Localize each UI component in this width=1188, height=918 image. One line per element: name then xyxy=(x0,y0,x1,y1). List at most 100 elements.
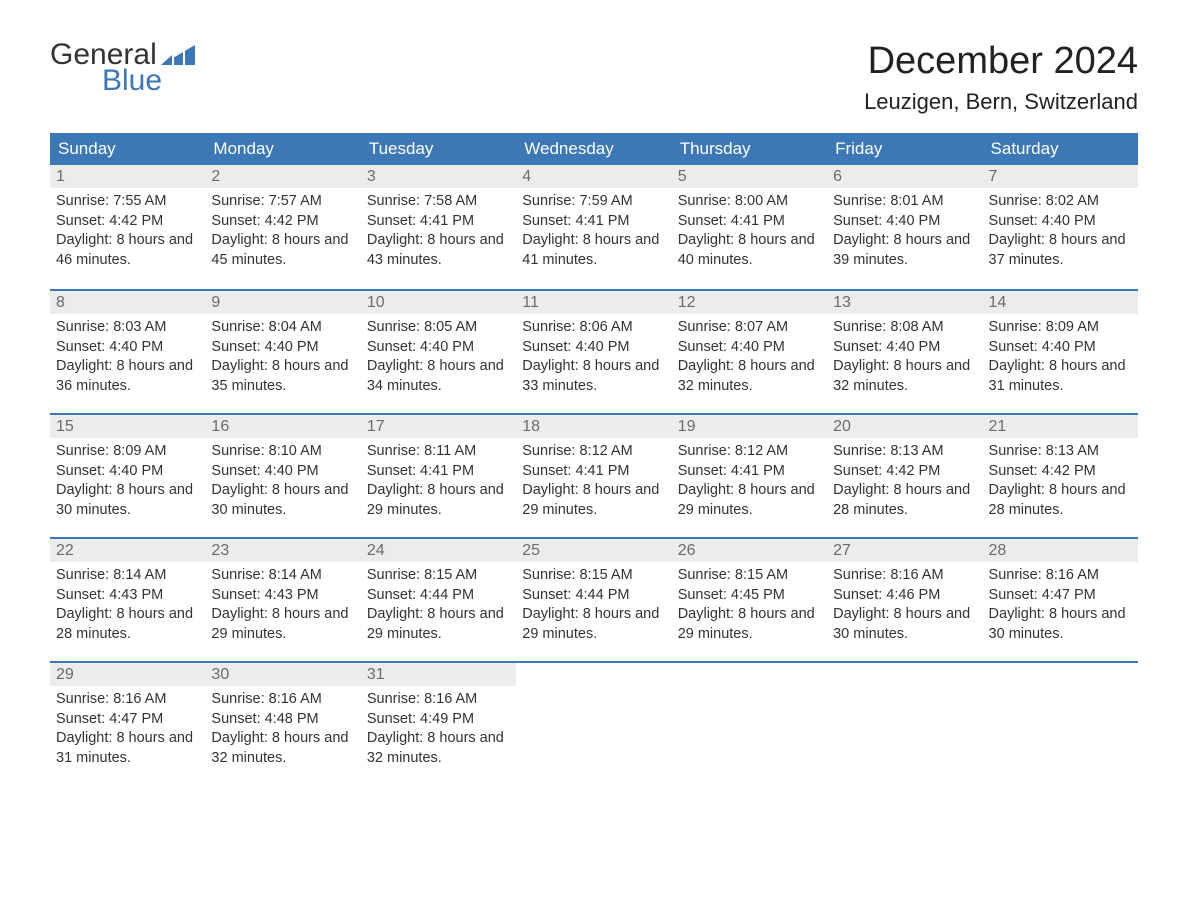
col-monday: Monday xyxy=(205,133,360,165)
day-cell: 28Sunrise: 8:16 AMSunset: 4:47 PMDayligh… xyxy=(983,539,1138,661)
day-number: 31 xyxy=(361,663,516,686)
sunrise-line: Sunrise: 8:16 AM xyxy=(833,566,976,586)
daylight-line: Daylight: 8 hours and 30 minutes. xyxy=(56,481,199,520)
daylight-line: Daylight: 8 hours and 30 minutes. xyxy=(989,605,1132,644)
daylight-line: Daylight: 8 hours and 30 minutes. xyxy=(211,481,354,520)
sunset-line: Sunset: 4:41 PM xyxy=(367,212,510,232)
day-cell: 3Sunrise: 7:58 AMSunset: 4:41 PMDaylight… xyxy=(361,165,516,289)
day-body: Sunrise: 8:16 AMSunset: 4:47 PMDaylight:… xyxy=(50,686,205,774)
sunset-line: Sunset: 4:40 PM xyxy=(833,212,976,232)
sunrise-line: Sunrise: 8:15 AM xyxy=(678,566,821,586)
day-body: Sunrise: 8:16 AMSunset: 4:48 PMDaylight:… xyxy=(205,686,360,774)
sunset-line: Sunset: 4:42 PM xyxy=(833,462,976,482)
daylight-line: Daylight: 8 hours and 31 minutes. xyxy=(989,357,1132,396)
day-cell: 4Sunrise: 7:59 AMSunset: 4:41 PMDaylight… xyxy=(516,165,671,289)
daylight-line: Daylight: 8 hours and 28 minutes. xyxy=(56,605,199,644)
sunset-line: Sunset: 4:45 PM xyxy=(678,586,821,606)
week-row: 15Sunrise: 8:09 AMSunset: 4:40 PMDayligh… xyxy=(50,413,1138,537)
col-wednesday: Wednesday xyxy=(516,133,671,165)
daylight-line: Daylight: 8 hours and 32 minutes. xyxy=(678,357,821,396)
daylight-line: Daylight: 8 hours and 32 minutes. xyxy=(833,357,976,396)
daylight-line: Daylight: 8 hours and 32 minutes. xyxy=(211,729,354,768)
sunset-line: Sunset: 4:43 PM xyxy=(56,586,199,606)
sunset-line: Sunset: 4:43 PM xyxy=(211,586,354,606)
flag-icon xyxy=(161,45,195,65)
day-body: Sunrise: 8:02 AMSunset: 4:40 PMDaylight:… xyxy=(983,188,1138,276)
sunrise-line: Sunrise: 8:08 AM xyxy=(833,318,976,338)
sunrise-line: Sunrise: 8:06 AM xyxy=(522,318,665,338)
col-sunday: Sunday xyxy=(50,133,205,165)
day-number: 5 xyxy=(672,165,827,188)
day-number: 28 xyxy=(983,539,1138,562)
daylight-line: Daylight: 8 hours and 36 minutes. xyxy=(56,357,199,396)
daylight-line: Daylight: 8 hours and 33 minutes. xyxy=(522,357,665,396)
day-body: Sunrise: 8:12 AMSunset: 4:41 PMDaylight:… xyxy=(672,438,827,526)
day-number: 20 xyxy=(827,415,982,438)
day-cell: 31Sunrise: 8:16 AMSunset: 4:49 PMDayligh… xyxy=(361,663,516,785)
daylight-line: Daylight: 8 hours and 28 minutes. xyxy=(833,481,976,520)
daylight-line: Daylight: 8 hours and 40 minutes. xyxy=(678,231,821,270)
sunrise-line: Sunrise: 8:00 AM xyxy=(678,192,821,212)
day-cell: 18Sunrise: 8:12 AMSunset: 4:41 PMDayligh… xyxy=(516,415,671,537)
day-body: Sunrise: 8:00 AMSunset: 4:41 PMDaylight:… xyxy=(672,188,827,276)
sunrise-line: Sunrise: 8:15 AM xyxy=(367,566,510,586)
daylight-line: Daylight: 8 hours and 35 minutes. xyxy=(211,357,354,396)
title-block: December 2024 Leuzigen, Bern, Switzerlan… xyxy=(864,40,1138,123)
day-number: 8 xyxy=(50,291,205,314)
day-number xyxy=(516,663,671,667)
sunrise-line: Sunrise: 7:57 AM xyxy=(211,192,354,212)
day-cell: 27Sunrise: 8:16 AMSunset: 4:46 PMDayligh… xyxy=(827,539,982,661)
sunset-line: Sunset: 4:40 PM xyxy=(211,338,354,358)
day-cell: 7Sunrise: 8:02 AMSunset: 4:40 PMDaylight… xyxy=(983,165,1138,289)
day-number xyxy=(827,663,982,667)
day-number: 30 xyxy=(205,663,360,686)
location: Leuzigen, Bern, Switzerland xyxy=(864,89,1138,115)
daylight-line: Daylight: 8 hours and 29 minutes. xyxy=(211,605,354,644)
brand-word2: Blue xyxy=(50,66,195,96)
day-cell: 20Sunrise: 8:13 AMSunset: 4:42 PMDayligh… xyxy=(827,415,982,537)
daylight-line: Daylight: 8 hours and 29 minutes. xyxy=(678,605,821,644)
day-number: 27 xyxy=(827,539,982,562)
sunrise-line: Sunrise: 8:04 AM xyxy=(211,318,354,338)
day-body: Sunrise: 8:08 AMSunset: 4:40 PMDaylight:… xyxy=(827,314,982,402)
day-body: Sunrise: 8:14 AMSunset: 4:43 PMDaylight:… xyxy=(205,562,360,650)
week-row: 22Sunrise: 8:14 AMSunset: 4:43 PMDayligh… xyxy=(50,537,1138,661)
sunrise-line: Sunrise: 7:58 AM xyxy=(367,192,510,212)
day-body: Sunrise: 8:16 AMSunset: 4:46 PMDaylight:… xyxy=(827,562,982,650)
col-saturday: Saturday xyxy=(983,133,1138,165)
day-body: Sunrise: 8:09 AMSunset: 4:40 PMDaylight:… xyxy=(50,438,205,526)
day-cell: 24Sunrise: 8:15 AMSunset: 4:44 PMDayligh… xyxy=(361,539,516,661)
sunset-line: Sunset: 4:42 PM xyxy=(989,462,1132,482)
sunrise-line: Sunrise: 8:03 AM xyxy=(56,318,199,338)
daylight-line: Daylight: 8 hours and 43 minutes. xyxy=(367,231,510,270)
day-cell: 17Sunrise: 8:11 AMSunset: 4:41 PMDayligh… xyxy=(361,415,516,537)
sunset-line: Sunset: 4:41 PM xyxy=(678,462,821,482)
calendar-page: General Blue December 2024 Leuzigen, Ber… xyxy=(0,0,1188,918)
col-thursday: Thursday xyxy=(672,133,827,165)
daylight-line: Daylight: 8 hours and 32 minutes. xyxy=(367,729,510,768)
month-title: December 2024 xyxy=(864,40,1138,83)
daylight-line: Daylight: 8 hours and 29 minutes. xyxy=(678,481,821,520)
day-cell: 26Sunrise: 8:15 AMSunset: 4:45 PMDayligh… xyxy=(672,539,827,661)
sunset-line: Sunset: 4:47 PM xyxy=(56,710,199,730)
week-row: 8Sunrise: 8:03 AMSunset: 4:40 PMDaylight… xyxy=(50,289,1138,413)
daylight-line: Daylight: 8 hours and 31 minutes. xyxy=(56,729,199,768)
sunrise-line: Sunrise: 8:16 AM xyxy=(989,566,1132,586)
sunset-line: Sunset: 4:41 PM xyxy=(522,462,665,482)
day-number xyxy=(672,663,827,667)
sunset-line: Sunset: 4:40 PM xyxy=(989,212,1132,232)
daylight-line: Daylight: 8 hours and 28 minutes. xyxy=(989,481,1132,520)
day-body: Sunrise: 8:15 AMSunset: 4:45 PMDaylight:… xyxy=(672,562,827,650)
sunrise-line: Sunrise: 8:05 AM xyxy=(367,318,510,338)
day-number: 15 xyxy=(50,415,205,438)
sunrise-line: Sunrise: 8:13 AM xyxy=(989,442,1132,462)
day-cell: 10Sunrise: 8:05 AMSunset: 4:40 PMDayligh… xyxy=(361,291,516,413)
sunset-line: Sunset: 4:40 PM xyxy=(211,462,354,482)
sunrise-line: Sunrise: 8:09 AM xyxy=(989,318,1132,338)
day-number: 13 xyxy=(827,291,982,314)
sunrise-line: Sunrise: 8:12 AM xyxy=(678,442,821,462)
sunset-line: Sunset: 4:41 PM xyxy=(522,212,665,232)
day-body: Sunrise: 7:58 AMSunset: 4:41 PMDaylight:… xyxy=(361,188,516,276)
day-cell: 1Sunrise: 7:55 AMSunset: 4:42 PMDaylight… xyxy=(50,165,205,289)
day-cell: 13Sunrise: 8:08 AMSunset: 4:40 PMDayligh… xyxy=(827,291,982,413)
